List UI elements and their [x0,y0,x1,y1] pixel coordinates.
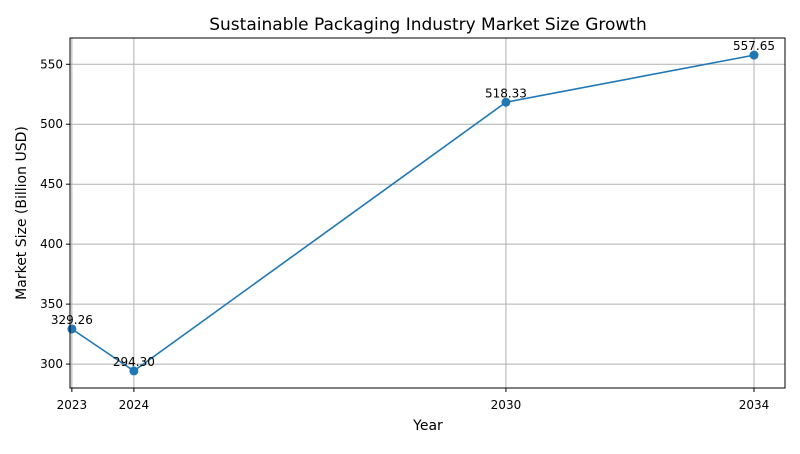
data-label: 329.26 [51,313,93,327]
plot-frame [69,37,786,389]
data-point [501,97,511,107]
y-axis-ticks: 300 350 400 450 500 550 [40,57,70,371]
x-axis-ticks: 2023 2024 2030 2034 [57,388,770,412]
series-line [71,54,755,372]
data-point [749,50,759,60]
y-tick-label: 400 [40,237,63,251]
x-axis-label: Year [412,418,443,434]
y-tick-label: 550 [40,57,63,71]
chart-title: Sustainable Packaging Industry Market Si… [209,15,647,35]
x-tick-label: 2030 [491,398,522,412]
data-point [129,366,139,376]
x-tick-label: 2024 [119,398,150,412]
y-tick-label: 450 [40,177,63,191]
y-tick-label: 350 [40,297,63,311]
y-tick-label: 300 [40,357,63,371]
x-tick-label: 2023 [57,398,88,412]
x-tick-label: 2034 [739,398,770,412]
data-label: 557.65 [733,39,775,53]
series: 329.26 294.30 518.33 557.65 [51,39,775,376]
y-axis-label: Market Size (Billion USD) [14,126,30,300]
data-label: 518.33 [485,86,527,100]
data-label: 294.30 [113,355,155,369]
y-tick-label: 500 [40,117,63,131]
grid [70,38,785,388]
